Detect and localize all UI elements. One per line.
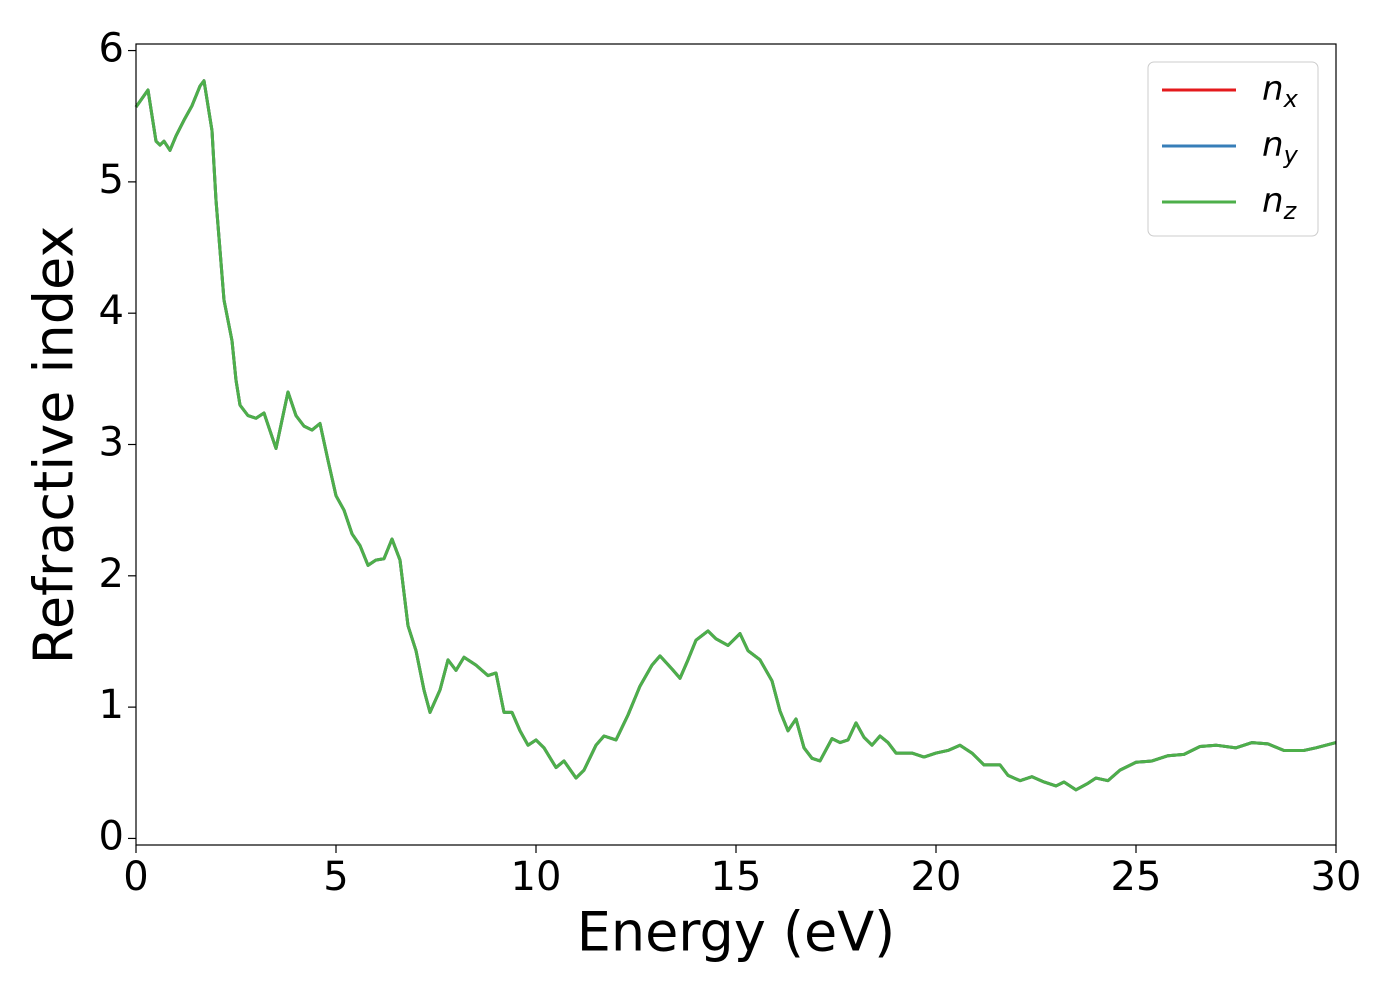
- legend-label: nx: [1262, 69, 1299, 114]
- x-tick-label: 30: [1311, 854, 1362, 900]
- x-axis-label: Energy (eV): [577, 901, 896, 964]
- y-tick-label: 0: [99, 813, 124, 859]
- x-tick-label: 20: [911, 854, 962, 900]
- y-tick-label: 5: [99, 157, 124, 203]
- y-tick-label: 2: [99, 551, 124, 597]
- x-tick-label: 5: [323, 854, 348, 900]
- x-tick-label: 10: [511, 854, 562, 900]
- legend-label: ny: [1262, 125, 1299, 170]
- series-line: [134, 79, 1337, 792]
- x-tick-label: 15: [711, 854, 762, 900]
- y-tick-label: 3: [99, 420, 124, 466]
- y-axis-label: Refractive index: [23, 226, 86, 665]
- y-tick-label: 6: [99, 26, 124, 72]
- legend-label: nz: [1262, 181, 1298, 226]
- x-tick-label: 25: [1111, 854, 1162, 900]
- plot-frame: [135, 43, 1337, 846]
- x-tick-label: 0: [123, 854, 148, 900]
- y-tick-label: 1: [99, 682, 124, 728]
- legend-box: [1147, 61, 1319, 237]
- y-tick-label: 4: [99, 288, 124, 334]
